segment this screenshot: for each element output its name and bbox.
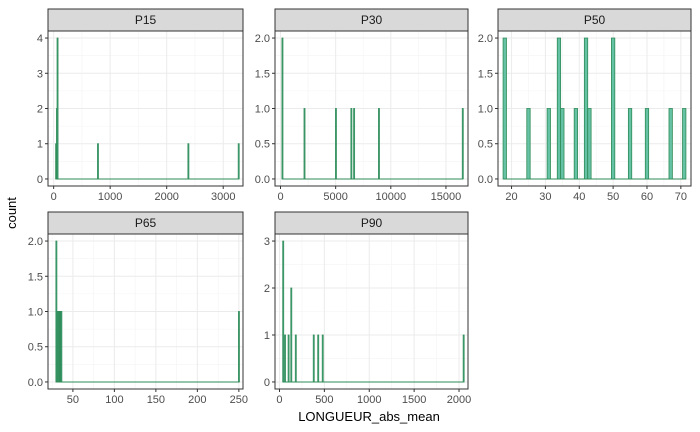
x-tick-label: 500: [315, 394, 333, 406]
x-tick-label: 5000: [323, 191, 347, 203]
histogram-bar: [187, 143, 190, 180]
histogram-bar: [303, 108, 306, 180]
histogram-bar: [317, 334, 320, 383]
histogram-bar: [682, 108, 687, 180]
x-tick-label: 10000: [376, 191, 407, 203]
y-tick-label: 2: [37, 104, 43, 116]
histogram-bar: [560, 108, 565, 180]
facet-p50: P50 20 30 40 50 60 70 0.0 0.5 1.0 1.5 2.0: [478, 8, 692, 203]
y-tick-label: 3: [264, 236, 270, 248]
histogram-bar: [353, 108, 356, 180]
y-tick-label: 1: [264, 330, 270, 342]
x-tick-label: 60: [641, 191, 653, 203]
histogram-bar: [644, 108, 650, 180]
histogram-bar: [378, 108, 380, 180]
histogram-bar: [284, 334, 286, 383]
x-tick-label: 3000: [211, 191, 235, 203]
y-tick-label: 0.5: [478, 139, 493, 151]
x-tick-label: 30: [539, 191, 551, 203]
histogram-bar: [461, 108, 464, 180]
y-tick-label: 0.5: [28, 342, 43, 354]
facet-strip-label: P15: [135, 13, 157, 27]
histogram-bar: [668, 108, 673, 180]
histogram-bar: [350, 108, 353, 180]
histogram-bar: [502, 37, 507, 180]
histogram-bar: [321, 334, 324, 383]
y-tick-label: 0.0: [255, 174, 270, 186]
histogram-bar: [546, 108, 551, 180]
facet-p15: P15 0 1000 2000 3000 0 1 2 3 4: [37, 8, 244, 203]
x-tick-label: 1000: [98, 191, 122, 203]
y-axis-title: count: [4, 197, 19, 229]
histogram-bar: [281, 37, 284, 180]
histogram-bar: [238, 311, 240, 383]
x-tick-label: 20: [505, 191, 517, 203]
y-tick-label: 0.0: [478, 174, 493, 186]
histogram-bar: [583, 37, 589, 180]
x-tick-label: 2000: [154, 191, 178, 203]
x-tick-label: 70: [675, 191, 687, 203]
x-tick-label: 50: [607, 191, 619, 203]
y-tick-label: 1.5: [28, 271, 43, 283]
histogram-bar: [587, 108, 592, 180]
histogram-bar: [462, 334, 465, 383]
x-tick-label: 150: [147, 394, 165, 406]
y-tick-label: 0.0: [28, 377, 43, 389]
y-tick-label: 3: [37, 68, 43, 80]
y-tick-label: 2: [264, 283, 270, 295]
x-tick-label: 0: [51, 191, 57, 203]
y-tick-label: 2.0: [255, 33, 270, 45]
facet-p65: P65 50 100 150 200 250 0.0 0.5 1.0 1.5 2.0: [28, 211, 248, 406]
y-tick-label: 0: [37, 174, 43, 186]
histogram-bar: [556, 37, 562, 180]
histogram-bar: [335, 108, 337, 180]
x-tick-label: 50: [67, 394, 79, 406]
histogram-bar: [312, 334, 315, 383]
x-tick-label: 40: [573, 191, 585, 203]
x-tick-label: 0: [277, 191, 283, 203]
x-tick-label: 1500: [402, 394, 426, 406]
y-tick-label: 0: [264, 377, 270, 389]
x-tick-label: 0: [276, 394, 282, 406]
x-axis-title: LONGUEUR_abs_mean: [298, 409, 440, 424]
facet-strip-label: P50: [584, 13, 606, 27]
histogram-bar: [573, 108, 578, 180]
x-tick-label: 15000: [431, 191, 462, 203]
x-tick-label: 2000: [447, 394, 471, 406]
y-tick-label: 1.0: [28, 307, 43, 319]
histogram-bar: [290, 287, 293, 383]
y-tick-label: 4: [37, 33, 43, 45]
y-tick-label: 2.0: [478, 33, 493, 45]
y-tick-label: 0.5: [255, 139, 270, 151]
histogram-bar: [287, 334, 290, 383]
facet-p30: P30 0 5000 10000 15000 0.0 0.5 1.0 1.5 2.0: [255, 8, 469, 203]
histogram-bar: [56, 37, 59, 180]
y-tick-label: 1.0: [255, 104, 270, 116]
x-tick-label: 200: [188, 394, 206, 406]
histogram-bar: [294, 334, 297, 383]
y-tick-label: 1.0: [478, 104, 493, 116]
histogram-bar: [526, 108, 531, 180]
histogram-bar: [60, 311, 63, 383]
histogram-bar: [611, 37, 616, 180]
x-tick-label: 1000: [357, 394, 381, 406]
y-tick-label: 1.5: [478, 68, 493, 80]
facet-strip-label: P65: [135, 216, 157, 230]
panel-border: [274, 233, 469, 390]
facet-strip-label: P30: [361, 13, 383, 27]
facet-p90: P90 0 500 1000 1500 2000 0 1 2 3: [264, 211, 471, 406]
histogram-bar: [627, 108, 633, 180]
x-tick-label: 100: [105, 394, 123, 406]
x-tick-label: 250: [230, 394, 248, 406]
facet-strip-label: P90: [361, 216, 383, 230]
y-tick-label: 1: [37, 139, 43, 151]
histogram-bar: [237, 143, 240, 180]
y-tick-label: 2.0: [28, 236, 43, 248]
histogram-bar: [97, 143, 99, 180]
histogram-bar: [282, 240, 285, 383]
y-tick-label: 1.5: [255, 68, 270, 80]
